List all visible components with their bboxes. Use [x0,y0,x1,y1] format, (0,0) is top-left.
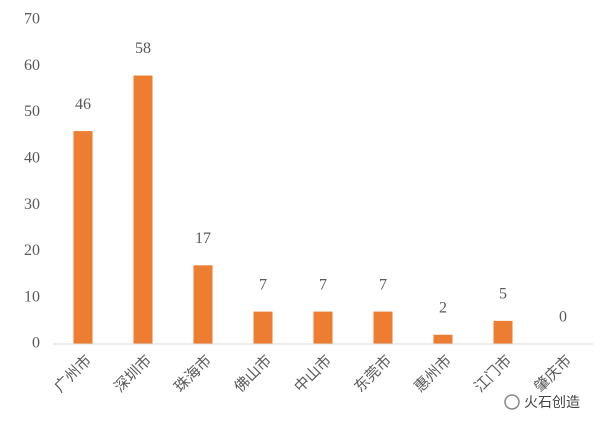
bar [493,320,513,344]
bar [133,75,153,345]
data-label: 5 [499,286,507,303]
bar [433,334,453,344]
y-tick-label: 40 [24,150,40,167]
x-tick-label: 中山市 [290,351,335,396]
data-label: 58 [135,40,151,57]
data-label: 7 [319,276,327,293]
x-tick-label: 广州市 [50,351,95,396]
watermark-group: 火石创造 [504,394,580,411]
data-label: 2 [439,299,447,316]
bar [253,311,273,344]
x-tick-label: 东莞市 [350,351,395,396]
bar [73,131,93,344]
watermark-icon [504,394,520,410]
y-tick-label: 70 [24,11,40,28]
y-tick-label: 30 [24,196,40,213]
x-tick-label: 肇庆市 [530,351,575,396]
bar [373,311,393,344]
x-tick-label: 珠海市 [170,351,215,396]
y-tick-label: 60 [24,57,40,74]
data-label: 46 [75,96,91,113]
bar [313,311,333,344]
y-tick-label: 50 [24,103,40,120]
y-tick-label: 0 [32,335,40,352]
bar [193,265,213,344]
x-tick-label: 佛山市 [230,351,275,396]
y-tick-label: 10 [24,288,40,305]
y-tick-label: 20 [24,242,40,259]
watermark: 火石创造 [524,395,580,411]
data-label: 17 [195,230,211,247]
x-tick-label: 江门市 [470,351,515,396]
x-tick-label: 深圳市 [110,351,155,396]
data-label: 7 [259,276,267,293]
x-tick-label: 惠州市 [410,351,455,396]
data-label: 0 [559,309,567,326]
data-label: 7 [379,276,387,293]
